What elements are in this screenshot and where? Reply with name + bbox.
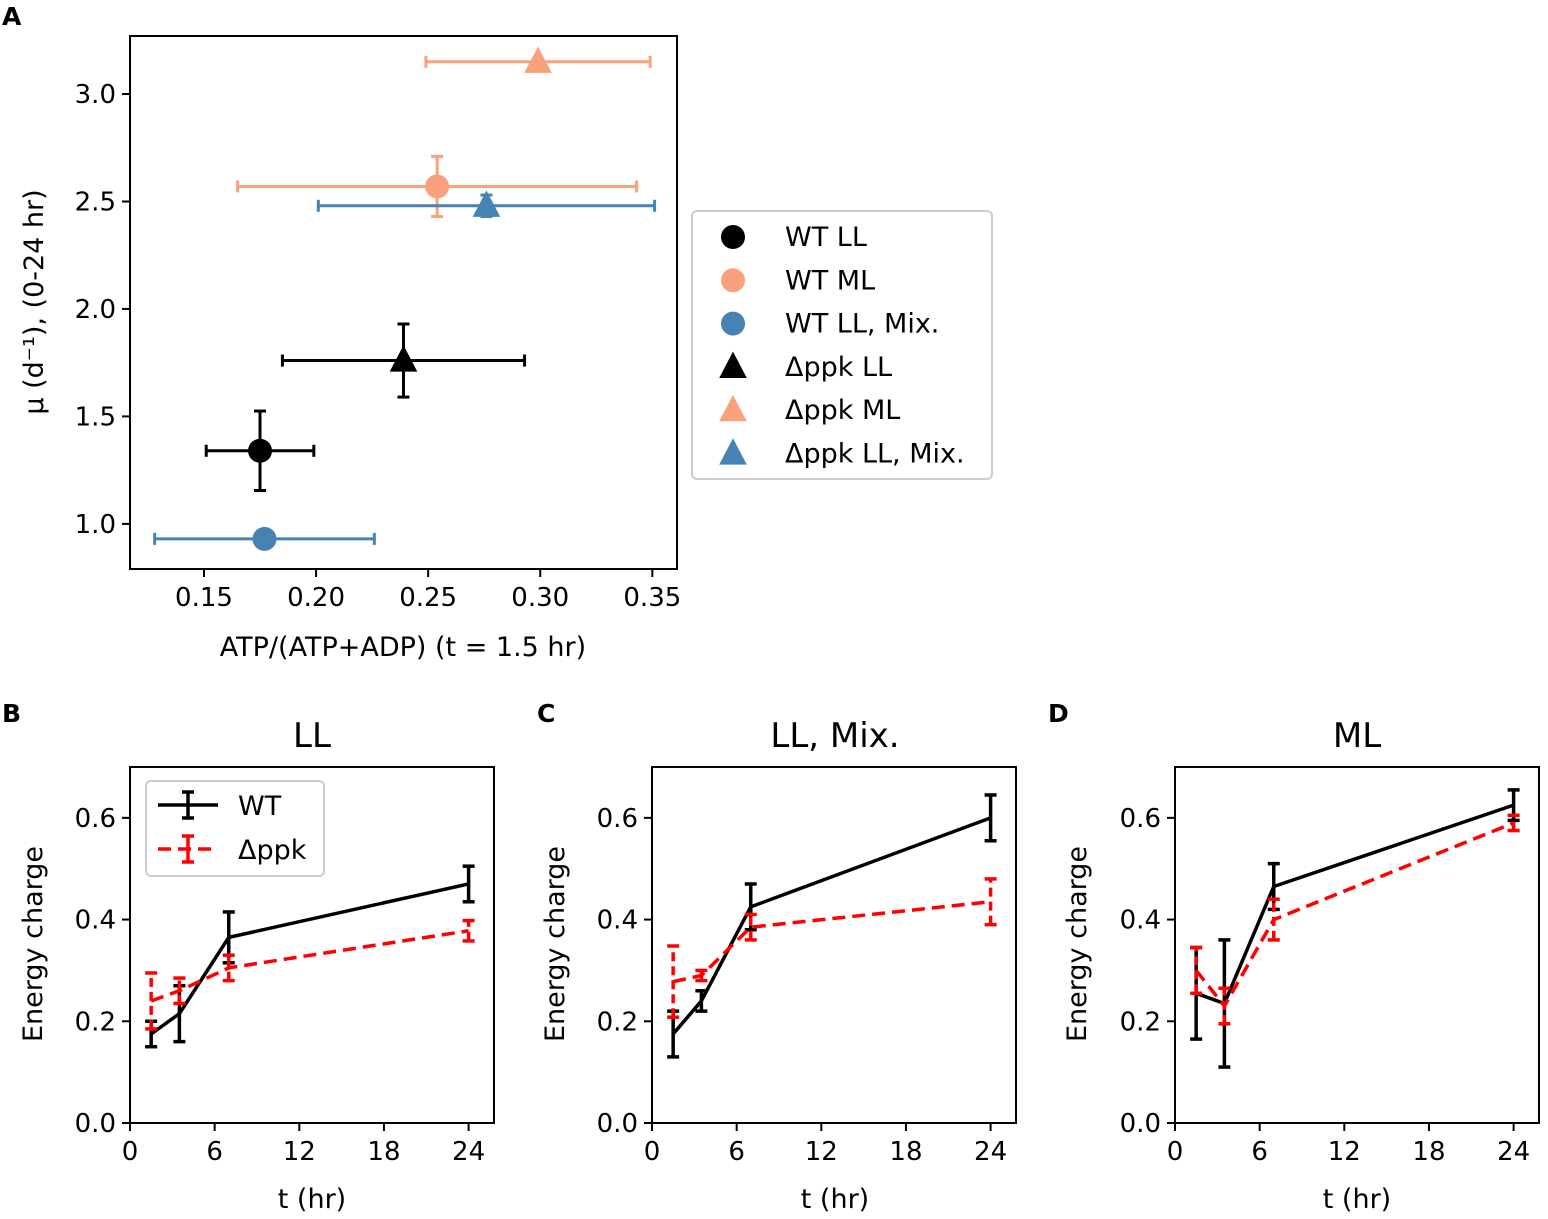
panel-a-xtick-label: 0.30 bbox=[511, 583, 569, 613]
panel-c-xlabel: t (hr) bbox=[801, 1184, 869, 1215]
panel-a-point-dppk-ppk-ll-mix- bbox=[472, 190, 501, 217]
panel-b-line-chart: 0 6 12 18 24 0.0 0.2 0.4 0.6 bbox=[75, 766, 495, 1167]
panel-b-ylabel: Energy charge bbox=[18, 846, 49, 1042]
panel-b-ytick-label: 0.6 bbox=[75, 804, 116, 834]
panel-a-point-dppk-ppk-ll bbox=[389, 345, 418, 372]
panel-a-legend-marker-wt-ml bbox=[721, 268, 745, 293]
panel-d-xtick-label: 0 bbox=[1167, 1137, 1184, 1167]
panel-d-xtick-label: 24 bbox=[1497, 1137, 1530, 1167]
panel-b-series-wt-line bbox=[150, 882, 469, 1036]
panel-a-legend-label: Δppk LL bbox=[785, 352, 892, 383]
panel-a-point-wt-ll-mix- bbox=[252, 526, 277, 551]
panel-a-legend-marker-dppk-ppk-ml bbox=[719, 394, 747, 422]
panel-c-series-dppk-line bbox=[672, 900, 991, 984]
panel-d-axes-frame bbox=[1174, 766, 1540, 1124]
panel-b-legend-label: Δppk bbox=[238, 835, 307, 866]
panel-c-xtick-label: 0 bbox=[644, 1137, 661, 1167]
panel-letter-a: A bbox=[2, 2, 22, 31]
panel-a-legend-frame bbox=[691, 210, 993, 480]
panel-a-ytick-label: 3.0 bbox=[75, 80, 116, 110]
panel-a-legend-label: WT LL, Mix. bbox=[785, 309, 939, 340]
panel-c-line-chart: 0 6 12 18 24 0.0 0.2 0.4 0.6 bbox=[597, 766, 1017, 1167]
panel-a-legend-label: Δppk LL, Mix. bbox=[785, 439, 965, 470]
panel-b-title: LL bbox=[293, 716, 331, 756]
panel-c-title: LL, Mix. bbox=[770, 716, 899, 756]
panel-b-legend-label: WT bbox=[238, 791, 282, 822]
panel-d-title: ML bbox=[1333, 716, 1381, 756]
panel-b-xtick-label: 18 bbox=[367, 1137, 400, 1167]
panel-d-series-dppk-line bbox=[1194, 821, 1515, 1008]
panel-a-xtick-label: 0.15 bbox=[175, 583, 233, 613]
panel-a-legend-label: WT ML bbox=[785, 265, 875, 296]
panel-b-xtick-label: 6 bbox=[206, 1137, 223, 1167]
panel-a-ytick-label: 2.5 bbox=[75, 187, 116, 217]
panel-a-xtick-label: 0.20 bbox=[287, 583, 345, 613]
panel-d-ytick-label: 0.0 bbox=[1120, 1109, 1161, 1139]
panel-letter-c: C bbox=[537, 699, 555, 728]
panel-c-xtick-label: 18 bbox=[889, 1137, 922, 1167]
panel-c-xtick-label: 24 bbox=[974, 1137, 1007, 1167]
panel-a-legend-marker-wt-ll-mix- bbox=[721, 311, 745, 336]
panel-a-axes-frame bbox=[129, 35, 678, 570]
panel-b-legend: WT Δppk bbox=[145, 780, 325, 877]
panel-c-ytick-label: 0.4 bbox=[597, 906, 638, 936]
panel-a-legend-label: WT LL bbox=[785, 222, 867, 253]
panel-c-axes-frame bbox=[651, 766, 1017, 1124]
panel-b-ytick-label: 0.2 bbox=[75, 1007, 116, 1037]
panel-c-ytick-label: 0.0 bbox=[597, 1109, 638, 1139]
panel-b-xlabel: t (hr) bbox=[278, 1184, 346, 1215]
panel-b-xtick-label: 12 bbox=[283, 1137, 316, 1167]
panel-a-scatter: 0.15 0.20 0.25 0.30 0.35 1.0 1.5 2.0 2.5 3.0 bbox=[75, 35, 681, 613]
panel-d-ytick-label: 0.6 bbox=[1120, 804, 1161, 834]
panel-a-legend-label: Δppk ML bbox=[785, 395, 900, 426]
panel-c-series-wt-line bbox=[671, 816, 992, 1036]
panel-c-xtick-label: 6 bbox=[728, 1137, 745, 1167]
panel-a-ytick-label: 1.0 bbox=[75, 510, 116, 540]
panel-a-point-wt-ml bbox=[425, 174, 450, 199]
panel-a-legend-marker-wt-ll bbox=[721, 225, 745, 249]
panel-a-ytick-label: 2.0 bbox=[75, 295, 116, 325]
panel-d-xtick-label: 12 bbox=[1328, 1137, 1361, 1167]
panel-d-line-chart: 0 6 12 18 24 0.0 0.2 0.4 0.6 bbox=[1120, 766, 1540, 1167]
panel-b-series-dppk-line bbox=[150, 929, 469, 1003]
panel-d-ytick-label: 0.4 bbox=[1120, 906, 1161, 936]
panel-a-ytick-label: 1.5 bbox=[75, 402, 116, 432]
panel-b-ytick-label: 0.4 bbox=[75, 906, 116, 936]
panel-c-ytick-label: 0.2 bbox=[597, 1007, 638, 1037]
panel-a-xtick-label: 0.35 bbox=[623, 583, 681, 613]
panel-c-ytick-label: 0.6 bbox=[597, 804, 638, 834]
panel-a-ylabel: μ (d⁻¹), (0-24 hr) bbox=[19, 189, 50, 414]
panel-a-point-dppk-ppk-ml bbox=[524, 46, 552, 73]
panel-a-point-wt-ll bbox=[248, 438, 273, 463]
panel-d-ylabel: Energy charge bbox=[1062, 846, 1093, 1042]
panel-a-legend-marker-dppk-ppk-ll-mix- bbox=[719, 438, 747, 465]
panel-d-xtick-label: 6 bbox=[1251, 1137, 1268, 1167]
panel-d-xtick-label: 18 bbox=[1412, 1137, 1445, 1167]
panel-b-xtick-label: 24 bbox=[452, 1137, 485, 1167]
panel-d-xlabel: t (hr) bbox=[1323, 1184, 1391, 1215]
panel-b-ytick-label: 0.0 bbox=[75, 1109, 116, 1139]
panel-b-xtick-label: 0 bbox=[122, 1137, 139, 1167]
panel-a-legend-marker-dppk-ppk-ll bbox=[719, 351, 747, 378]
panel-letter-d: D bbox=[1048, 699, 1069, 728]
panel-a-legend: WT LL WT ML WT LL, Mix. Δppk LL Δppk ML Δppk … bbox=[691, 210, 993, 480]
panel-c-ylabel: Energy charge bbox=[540, 846, 571, 1042]
panel-c-xtick-label: 12 bbox=[805, 1137, 838, 1167]
panel-d-series-wt-line bbox=[1195, 803, 1515, 1006]
panel-b-axes-frame bbox=[129, 766, 495, 1124]
panel-d-ytick-label: 0.2 bbox=[1120, 1007, 1161, 1037]
panel-a-xlabel: ATP/(ATP+ADP) (t = 1.5 hr) bbox=[220, 632, 586, 663]
panel-letter-b: B bbox=[2, 699, 21, 728]
panel-a-xtick-label: 0.25 bbox=[399, 583, 457, 613]
